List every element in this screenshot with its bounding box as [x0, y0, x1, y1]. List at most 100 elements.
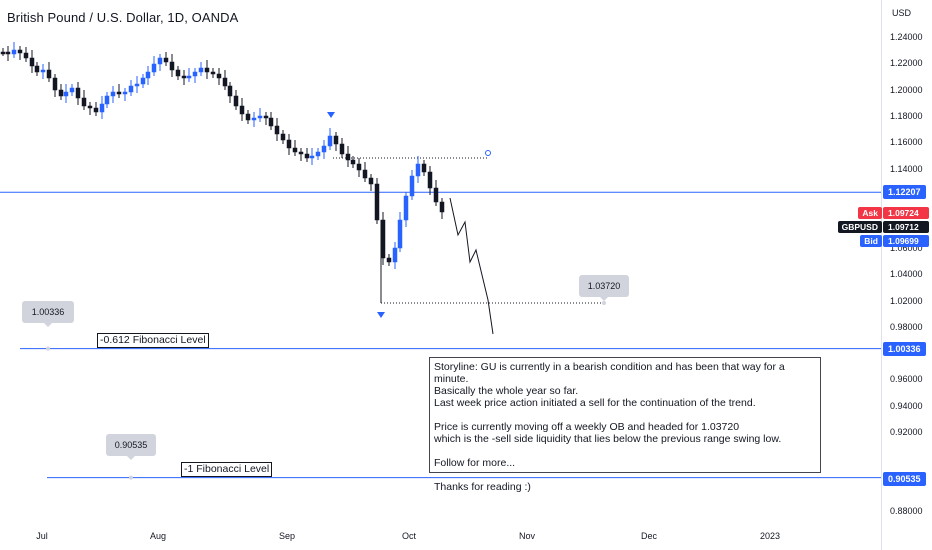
candle-body [122, 91, 128, 95]
price-tick: 1.20000 [890, 85, 923, 95]
fib1-label[interactable]: -1 Fibonacci Level [181, 462, 273, 477]
candle-body [321, 145, 327, 153]
candle-body [23, 52, 29, 59]
candle-body [11, 49, 17, 55]
candle-body [403, 195, 409, 221]
time-label: Jul [36, 531, 48, 541]
bid-label: Bid [860, 235, 882, 247]
price-tag-fib1: 0.90535 [883, 472, 926, 486]
candle-body [251, 117, 257, 121]
candle-body [69, 87, 75, 93]
candle-body [99, 103, 105, 113]
candle-body [368, 177, 374, 185]
storyline-line: Storyline: GU is currently in a bearish … [434, 361, 785, 385]
candle-body [339, 143, 345, 155]
time-label: Oct [401, 531, 417, 541]
candle-body [163, 57, 169, 63]
candle-body [192, 71, 198, 77]
time-label: Dec [640, 531, 658, 541]
ask-value: 1.09724 [883, 207, 929, 219]
candle-body [233, 95, 239, 107]
candle-body [257, 115, 263, 119]
candle-body [374, 183, 380, 221]
currency-label: USD [892, 8, 912, 18]
anchor-dot-icon [46, 346, 50, 351]
candle-body [239, 105, 245, 115]
candle-body [104, 95, 110, 105]
candle-body [17, 49, 23, 54]
target-price-bubble[interactable]: 1.03720 [579, 275, 629, 301]
ask-label: Ask [858, 207, 882, 219]
candle-body [263, 115, 269, 119]
time-label: 2023 [759, 531, 781, 541]
candle-body [116, 91, 122, 95]
candle-body [40, 69, 46, 73]
price-axis[interactable]: USD 1.24000 1.22000 1.20000 1.18000 1.16… [882, 0, 932, 550]
storyline-note[interactable]: Storyline: GU is currently in a bearish … [429, 357, 821, 493]
candle-body [227, 85, 233, 97]
candle-body [280, 133, 286, 141]
candle-body [439, 201, 445, 213]
candle-body [75, 87, 81, 99]
price-tick: 0.96000 [890, 374, 923, 384]
candle-body [333, 135, 339, 145]
swing-high-marker-icon [327, 112, 335, 118]
ask-row: Ask 1.09724 [0, 207, 932, 219]
candle-body [134, 83, 140, 87]
candle-body [286, 139, 292, 149]
candle-body [345, 153, 351, 161]
candle-body [5, 51, 11, 55]
fib612-label[interactable]: -0.612 Fibonacci Level [97, 333, 209, 348]
candle-body [87, 105, 93, 109]
fib612-price-bubble[interactable]: 1.00336 [22, 301, 74, 327]
candle-body [175, 69, 181, 77]
candle-body [409, 175, 415, 197]
price-tick: 1.24000 [890, 32, 923, 42]
candle-body [421, 163, 427, 173]
price-tick: 1.18000 [890, 111, 923, 121]
candle-body [29, 57, 35, 67]
candle-body [63, 91, 69, 97]
candle-body [157, 57, 163, 65]
chart-title: British Pound / U.S. Dollar, 1D, OANDA [7, 10, 239, 25]
candle-body [145, 71, 151, 79]
candle-body [110, 91, 116, 97]
candle-body [327, 135, 333, 147]
projection-path [449, 197, 494, 335]
price-tick: 0.88000 [890, 506, 923, 516]
price-tick: 1.22000 [890, 58, 923, 68]
candle-body [356, 163, 362, 171]
candle-body [128, 85, 134, 93]
candle-body [292, 147, 298, 153]
candle-body [397, 219, 403, 249]
candle-body [169, 61, 175, 71]
candle-body [433, 187, 439, 203]
bid-value: 1.09699 [883, 235, 929, 247]
candle-body [309, 155, 315, 159]
storyline-line: Thanks for reading :) [434, 481, 531, 493]
candle-body [181, 75, 187, 79]
candle-body [415, 163, 421, 177]
candle-body [245, 113, 251, 121]
candle-body [34, 65, 40, 73]
candle-body [81, 97, 87, 107]
storyline-line: Basically the whole year so far. [434, 385, 579, 397]
storyline-line: Last week price action initiated a sell … [434, 397, 756, 409]
candle-body [198, 67, 204, 73]
storyline-line: which is the -sell side liquidity that l… [434, 433, 782, 445]
swing-low-marker-icon [377, 312, 385, 318]
candle-body [58, 89, 64, 97]
symbol-label: GBPUSD [837, 221, 882, 233]
candle-body [93, 107, 99, 113]
storyline-line: Price is currently moving off a weekly O… [434, 421, 740, 433]
candle-body [151, 63, 157, 73]
candle-body [386, 257, 392, 263]
candle-body [350, 159, 356, 165]
price-axis-divider [881, 0, 882, 550]
time-label: Sep [278, 531, 296, 541]
fib1-price-bubble[interactable]: 0.90535 [106, 434, 156, 460]
candle-body [210, 71, 216, 75]
anchor-dot-icon [602, 301, 606, 305]
price-tick: 0.92000 [890, 427, 923, 437]
